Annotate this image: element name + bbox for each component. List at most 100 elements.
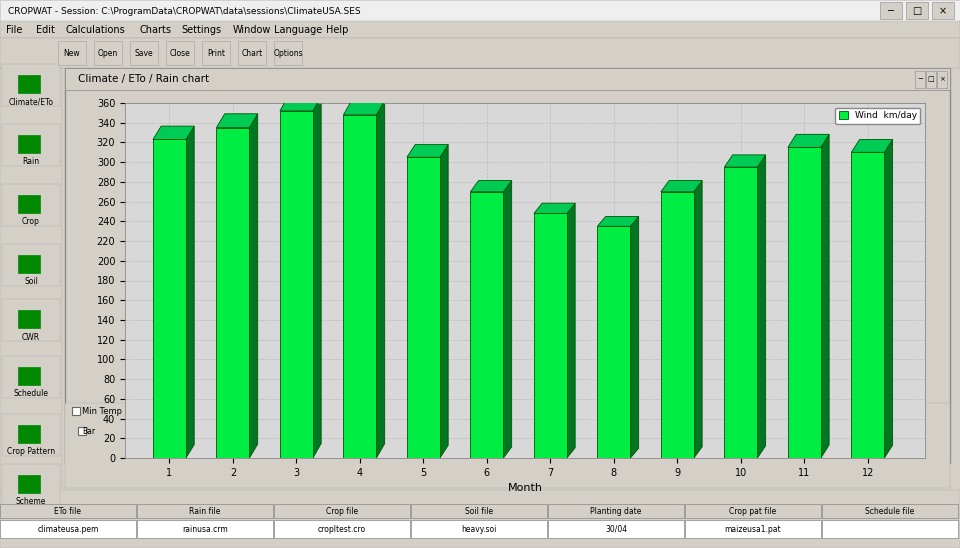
Polygon shape bbox=[344, 100, 385, 115]
Bar bbox=[372, 407, 380, 415]
Bar bbox=[274, 504, 410, 518]
Bar bbox=[2, 184, 60, 226]
Polygon shape bbox=[407, 145, 448, 157]
Bar bbox=[274, 520, 410, 538]
Bar bbox=[660, 192, 694, 458]
Bar bbox=[822, 504, 958, 518]
Text: Scheme: Scheme bbox=[15, 498, 46, 506]
Bar bbox=[2, 124, 60, 166]
Bar bbox=[2, 464, 60, 506]
Text: Close: Close bbox=[170, 49, 190, 58]
Bar bbox=[228, 427, 236, 435]
Text: Chart: Chart bbox=[241, 49, 263, 58]
Polygon shape bbox=[567, 203, 575, 458]
Text: CROPWAT - Session: C:\ProgramData\CROPWAT\data\sessions\ClimateUSA.SES: CROPWAT - Session: C:\ProgramData\CROPWA… bbox=[8, 7, 361, 15]
Text: File: File bbox=[6, 25, 22, 35]
Bar bbox=[915, 71, 925, 88]
Text: Crop pat file: Crop pat file bbox=[730, 506, 777, 516]
Text: Wind: Wind bbox=[307, 407, 328, 415]
Polygon shape bbox=[821, 134, 829, 458]
Bar bbox=[280, 111, 313, 458]
Bar bbox=[137, 504, 273, 518]
Bar bbox=[202, 41, 230, 65]
Text: □: □ bbox=[927, 76, 934, 82]
Bar bbox=[274, 41, 302, 65]
Bar bbox=[130, 41, 158, 65]
Text: Schedule: Schedule bbox=[13, 390, 49, 398]
Bar bbox=[65, 68, 950, 90]
Text: Language: Language bbox=[274, 25, 323, 35]
Bar bbox=[18, 195, 40, 213]
Text: New: New bbox=[63, 49, 81, 58]
Text: Schedule file: Schedule file bbox=[865, 506, 915, 516]
Text: Planting date: Planting date bbox=[590, 506, 641, 516]
Text: Window: Window bbox=[233, 25, 272, 35]
Bar bbox=[685, 504, 821, 518]
Bar bbox=[0, 490, 960, 548]
Bar bbox=[522, 407, 530, 415]
Text: −: − bbox=[917, 76, 923, 82]
Text: Calculations: Calculations bbox=[66, 25, 126, 35]
Text: Climate / ETo / Rain chart: Climate / ETo / Rain chart bbox=[78, 74, 209, 84]
Text: Settings: Settings bbox=[181, 25, 221, 35]
Bar bbox=[166, 41, 194, 65]
Text: Rain: Rain bbox=[22, 157, 39, 167]
Bar bbox=[672, 407, 680, 415]
Text: Climate/ETo: Climate/ETo bbox=[9, 98, 54, 106]
Polygon shape bbox=[186, 126, 194, 458]
Bar bbox=[937, 71, 947, 88]
Bar bbox=[147, 407, 155, 415]
Text: CWR: CWR bbox=[22, 333, 40, 341]
Polygon shape bbox=[631, 216, 638, 458]
Bar bbox=[153, 140, 186, 458]
Bar bbox=[880, 2, 902, 19]
Bar bbox=[18, 310, 40, 328]
Bar bbox=[2, 244, 60, 286]
Bar bbox=[0, 520, 136, 538]
Text: Rain: Rain bbox=[607, 407, 626, 415]
Bar bbox=[0, 68, 62, 488]
Text: Crop file: Crop file bbox=[326, 506, 358, 516]
Bar bbox=[453, 427, 461, 435]
X-axis label: Month: Month bbox=[508, 483, 542, 493]
Text: Charts: Charts bbox=[140, 25, 172, 35]
Bar bbox=[470, 192, 503, 458]
Bar bbox=[685, 520, 821, 538]
Polygon shape bbox=[503, 181, 512, 458]
Text: cropltest.cro: cropltest.cro bbox=[318, 524, 366, 534]
Polygon shape bbox=[788, 134, 829, 147]
Bar bbox=[528, 427, 536, 435]
Polygon shape bbox=[694, 181, 702, 458]
Polygon shape bbox=[884, 140, 893, 458]
Text: Bar: Bar bbox=[607, 426, 620, 436]
Bar bbox=[222, 407, 230, 415]
Text: Crop Pattern: Crop Pattern bbox=[7, 448, 55, 456]
Text: Humidity: Humidity bbox=[232, 407, 271, 415]
Bar bbox=[822, 520, 958, 538]
Text: heavy.soi: heavy.soi bbox=[462, 524, 496, 534]
Bar bbox=[597, 407, 605, 415]
Text: Bar: Bar bbox=[232, 426, 245, 436]
Bar bbox=[548, 520, 684, 538]
Polygon shape bbox=[660, 181, 702, 192]
Text: Bar: Bar bbox=[157, 426, 170, 436]
Text: ✓: ✓ bbox=[298, 428, 304, 434]
Polygon shape bbox=[470, 181, 512, 192]
Bar bbox=[378, 427, 386, 435]
Bar bbox=[344, 115, 376, 458]
Bar bbox=[238, 41, 266, 65]
Bar bbox=[2, 299, 60, 341]
Bar bbox=[926, 71, 936, 88]
Polygon shape bbox=[216, 114, 257, 128]
Bar bbox=[303, 427, 311, 435]
Bar bbox=[72, 407, 80, 415]
Polygon shape bbox=[757, 155, 766, 458]
Bar bbox=[548, 504, 684, 518]
Bar bbox=[411, 520, 547, 538]
Text: Bar: Bar bbox=[532, 426, 545, 436]
Bar bbox=[18, 255, 40, 273]
Text: Open: Open bbox=[98, 49, 118, 58]
Bar bbox=[2, 64, 60, 106]
Bar bbox=[603, 427, 611, 435]
Bar bbox=[216, 128, 250, 458]
